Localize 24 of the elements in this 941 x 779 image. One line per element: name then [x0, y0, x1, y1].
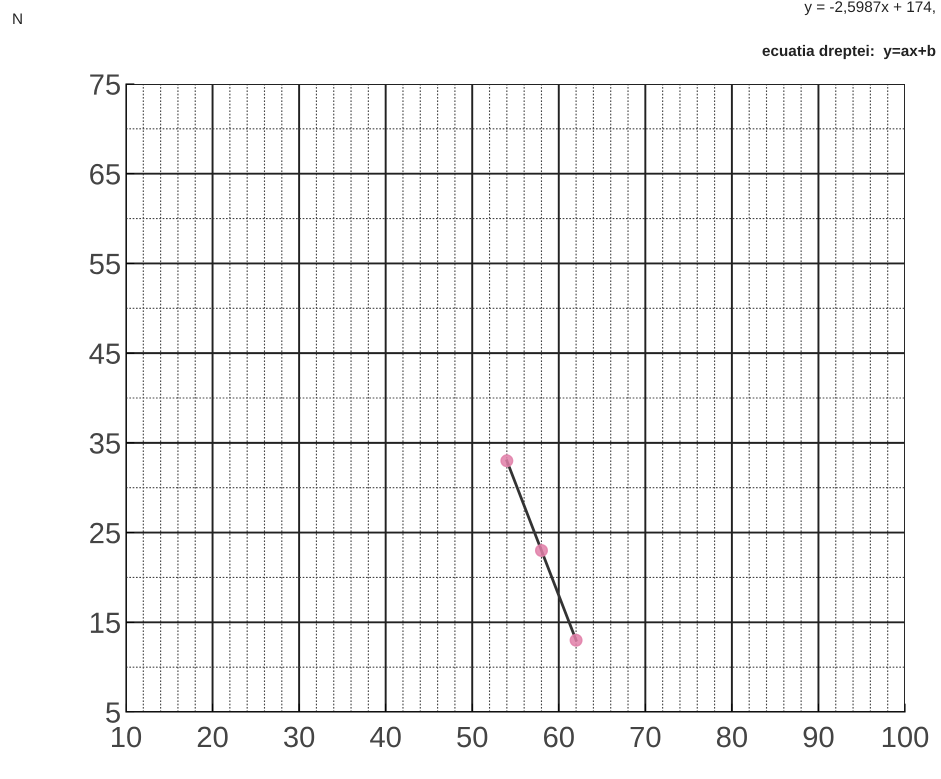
x-tick-label: 60 [544, 726, 574, 748]
x-tick-label: 80 [716, 726, 747, 748]
x-tick-label: 70 [630, 726, 660, 748]
x-tick-label: 100 [882, 726, 928, 748]
text: N [13, 13, 22, 24]
text: ecuatia dreptei: y=ax+b [762, 44, 936, 60]
x-tick-label: 90 [804, 726, 834, 748]
y-tick-label: 75 [90, 74, 120, 95]
point [500, 454, 514, 468]
x-tick-label: 10 [112, 726, 142, 748]
y-tick-label: 15 [90, 612, 120, 634]
x-tick-label: 20 [198, 726, 228, 748]
y-tick-label: 5 [106, 702, 120, 723]
point [534, 544, 548, 558]
x-tick-label: 30 [284, 726, 314, 748]
x-tick-label: 50 [457, 726, 488, 748]
y-tick-label: 35 [90, 433, 120, 454]
y-tick-label: 45 [89, 344, 120, 364]
y-tick-label: 55 [90, 254, 120, 274]
text: y = -2,5987x + 174, [804, 1, 935, 16]
point [570, 634, 583, 647]
y-tick-label: 25 [90, 522, 120, 544]
x-tick-label: 40 [370, 726, 401, 748]
y-tick-label: 65 [90, 164, 120, 185]
